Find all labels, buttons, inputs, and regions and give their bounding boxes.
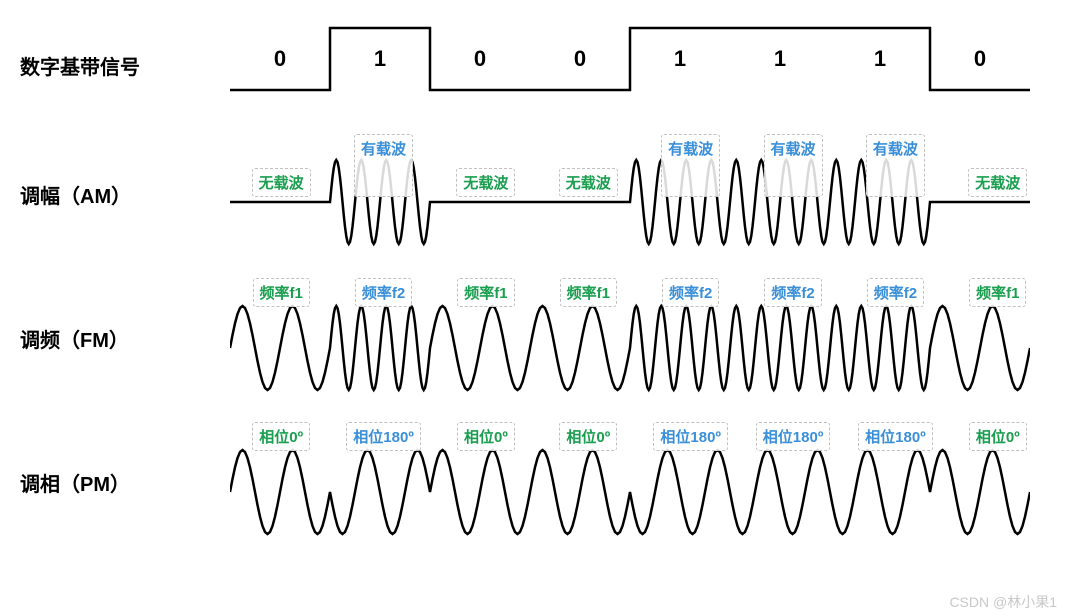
fm-label: 调频（FM）: [20, 324, 230, 353]
baseband-label: 数字基带信号: [20, 51, 230, 80]
fm-tag-cell: 频率f2: [332, 278, 434, 307]
fm-tag-cell: 频率f2: [844, 278, 946, 307]
fm-tag: 频率f2: [355, 278, 412, 307]
bit-value: 1: [774, 46, 786, 71]
pm-tag-cell: 相位180º: [742, 422, 844, 451]
pm-tag-cell: 相位180º: [332, 422, 434, 451]
am-tag-cell: 无载波: [947, 134, 1049, 197]
bit-value: 1: [674, 46, 686, 71]
pm-row: 调相（PM） 相位0º 相位180º 相位0º 相位0º 相位180º 相位180º 相位1…: [20, 422, 1049, 542]
fm-tag-cell: 频率f2: [640, 278, 742, 307]
bit-value: 1: [874, 46, 886, 71]
bit-value: 0: [974, 46, 986, 71]
baseband-wave: 0 1 0 0 1 1 1 0: [230, 20, 1049, 110]
am-tag-cell: 无载波: [537, 134, 639, 197]
fm-tags: 频率f1 频率f2 频率f1 频率f1 频率f2 频率f2 频率f2 频率f1: [230, 278, 1049, 307]
am-tag-cell: 无载波: [435, 134, 537, 197]
bit-value: 0: [474, 46, 486, 71]
baseband-row: 数字基带信号 0 1 0 0 1 1 1 0: [20, 20, 1049, 110]
am-tag-cell: 有载波: [332, 134, 434, 197]
pm-tag-cell: 相位0º: [537, 422, 639, 451]
pm-tag-cell: 相位0º: [230, 422, 332, 451]
pm-tag: 相位180º: [346, 422, 421, 451]
watermark: CSDN @林小果1: [949, 592, 1057, 612]
am-tag-cell: 有载波: [640, 134, 742, 197]
am-tag: 有载波: [661, 134, 720, 197]
pm-tag: 相位180º: [653, 422, 728, 451]
am-signal: 无载波有载波无载波无载波有载波有载波有载波无载波: [230, 134, 1049, 254]
fm-tag-cell: 频率f1: [947, 278, 1049, 307]
pm-tag-cell: 相位180º: [640, 422, 742, 451]
am-tag: 有载波: [354, 134, 413, 197]
pm-tag-cell: 相位0º: [435, 422, 537, 451]
pm-tag: 相位0º: [969, 422, 1027, 451]
am-tag-cell: 有载波: [844, 134, 946, 197]
am-tag: 无载波: [968, 168, 1027, 197]
pm-tags: 相位0º 相位180º 相位0º 相位0º 相位180º 相位180º 相位180º 相位0º: [230, 422, 1049, 451]
fm-tag: 频率f1: [560, 278, 617, 307]
fm-signal: 频率f1 频率f2 频率f1 频率f1 频率f2 频率f2 频率f2 频率f1: [230, 278, 1049, 398]
fm-row: 调频（FM） 频率f1 频率f2 频率f1 频率f1 频率f2 频率f2 频率f2 频率f1: [20, 278, 1049, 398]
bit-value: 0: [274, 46, 286, 71]
am-tag-cell: 有载波: [742, 134, 844, 197]
am-label: 调幅（AM）: [20, 180, 230, 209]
fm-tag: 频率f2: [764, 278, 821, 307]
am-tag: 无载波: [559, 168, 618, 197]
baseband-signal: 0 1 0 0 1 1 1 0: [230, 20, 1049, 110]
fm-tag: 频率f1: [969, 278, 1026, 307]
pm-label: 调相（PM）: [20, 468, 230, 497]
bit-value: 0: [574, 46, 586, 71]
fm-tag: 频率f2: [867, 278, 924, 307]
am-tag-cell: 无载波: [230, 134, 332, 197]
fm-tag-cell: 频率f1: [230, 278, 332, 307]
bit-value: 1: [374, 46, 386, 71]
am-tag: 无载波: [252, 168, 311, 197]
pm-tag-cell: 相位0º: [947, 422, 1049, 451]
am-tags: 无载波有载波无载波无载波有载波有载波有载波无载波: [230, 134, 1049, 197]
am-tag: 有载波: [764, 134, 823, 197]
am-tag: 有载波: [866, 134, 925, 197]
pm-tag: 相位0º: [457, 422, 515, 451]
fm-tag: 频率f2: [662, 278, 719, 307]
pm-tag: 相位0º: [252, 422, 310, 451]
pm-signal: 相位0º 相位180º 相位0º 相位0º 相位180º 相位180º 相位180º 相位0º: [230, 422, 1049, 542]
fm-tag-cell: 频率f1: [435, 278, 537, 307]
fm-tag-cell: 频率f1: [537, 278, 639, 307]
fm-tag-cell: 频率f2: [742, 278, 844, 307]
pm-tag: 相位180º: [858, 422, 933, 451]
fm-tag: 频率f1: [253, 278, 310, 307]
am-tag: 无载波: [456, 168, 515, 197]
pm-tag: 相位0º: [559, 422, 617, 451]
pm-tag: 相位180º: [756, 422, 831, 451]
pm-tag-cell: 相位180º: [844, 422, 946, 451]
am-row: 调幅（AM） 无载波有载波无载波无载波有载波有载波有载波无载波: [20, 134, 1049, 254]
fm-tag: 频率f1: [457, 278, 514, 307]
